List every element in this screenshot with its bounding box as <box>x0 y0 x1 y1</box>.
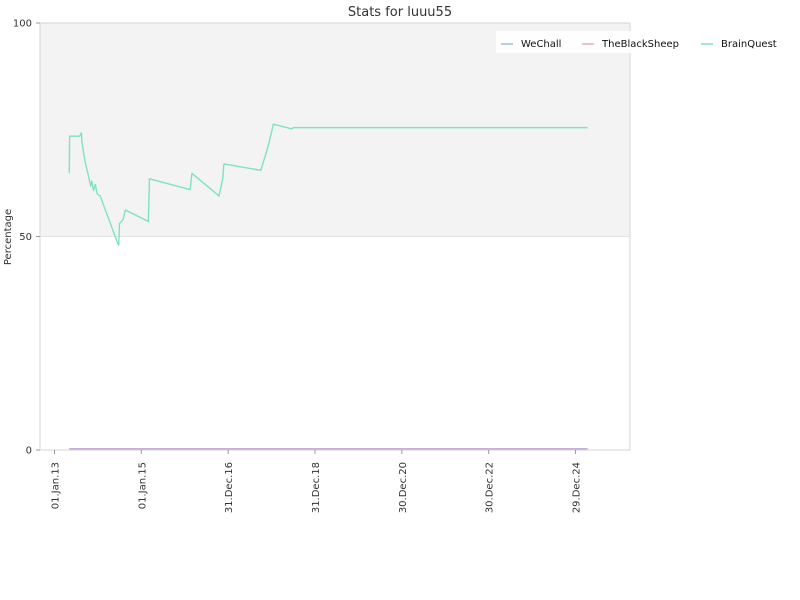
x-tick-label: 01.Jan.13 <box>51 462 62 509</box>
x-tick-label: 31.Dec.16 <box>224 462 235 513</box>
legend: WeChall TheBlackSheep BrainQuest <box>496 31 786 53</box>
legend-label-theblacksheep: TheBlackSheep <box>601 39 679 50</box>
x-tick-label: 30.Dec.22 <box>485 462 496 513</box>
chart-title: Stats for luuu55 <box>348 5 452 20</box>
plot-area: 0 50 100 01.Jan.13 01.Jan.15 31.Dec.16 31.Dec.… <box>13 19 631 513</box>
y-tick-label: 50 <box>19 232 32 243</box>
x-tick-label: 01.Jan.15 <box>137 462 148 509</box>
legend-label-brainquest: BrainQuest <box>721 39 777 50</box>
legend-box <box>496 31 786 53</box>
y-axis-label: Percentage <box>3 209 14 265</box>
y-tick-label: 0 <box>26 446 32 457</box>
series-line-brainquest <box>68 123 588 246</box>
legend-label-wechall: WeChall <box>521 39 561 50</box>
x-tick-label: 29.Dec.24 <box>572 462 583 513</box>
x-tick-label: 31.Dec.18 <box>311 462 322 513</box>
y-tick-label: 100 <box>13 19 32 30</box>
x-tick-label: 30.Dec.20 <box>398 462 409 513</box>
grid-band-upper <box>40 23 630 237</box>
